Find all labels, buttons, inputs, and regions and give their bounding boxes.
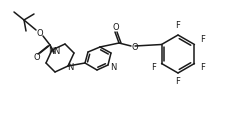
Text: O: O <box>113 23 119 31</box>
Text: N: N <box>53 46 59 56</box>
Text: F: F <box>200 35 205 45</box>
Text: F: F <box>176 77 180 87</box>
Text: N: N <box>110 63 116 72</box>
Text: F: F <box>151 64 156 72</box>
Text: F: F <box>176 22 180 30</box>
Text: F: F <box>200 64 205 72</box>
Text: O: O <box>37 29 43 38</box>
Text: O: O <box>132 42 138 52</box>
Text: O: O <box>34 53 40 63</box>
Text: N: N <box>67 63 73 72</box>
Text: N: N <box>48 46 54 56</box>
